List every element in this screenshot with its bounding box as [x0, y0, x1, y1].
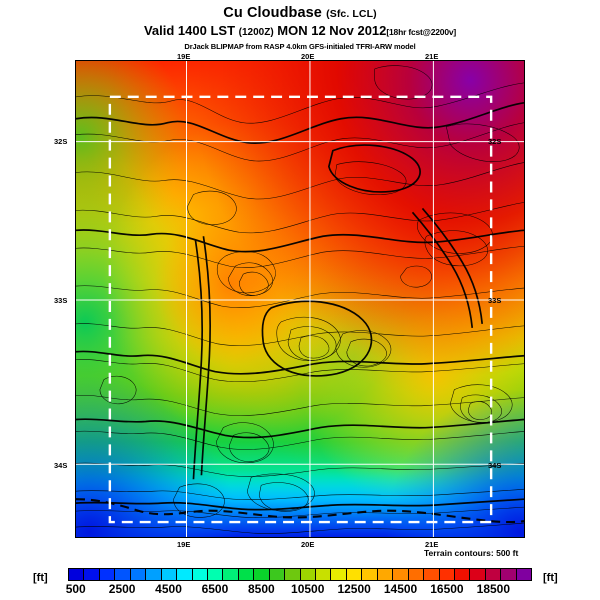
colorbar-swatch-14[interactable]	[285, 569, 301, 580]
colorbar-swatch-21[interactable]	[393, 569, 409, 580]
lon-label-20E-bottom: 20E	[301, 540, 315, 549]
colorbar-swatch-7[interactable]	[177, 569, 193, 580]
colorbar-tick-8500: 8500	[247, 582, 275, 596]
page-title: Cu Cloudbase (Sfc. LCL)	[0, 0, 600, 23]
lat-label-34S-left: 34S	[54, 461, 68, 470]
colorbar-swatch-3[interactable]	[115, 569, 131, 580]
lat-label-33S-left: 33S	[54, 296, 68, 305]
colorbar-swatch-12[interactable]	[254, 569, 270, 580]
domain-box	[108, 95, 493, 524]
lon-label-21E-top: 21E	[425, 52, 439, 61]
colorbar-swatch-11[interactable]	[238, 569, 255, 580]
colorbar-swatch-16[interactable]	[316, 569, 332, 580]
colorbar-tick-16500: 16500	[430, 582, 464, 596]
colorbar-swatch-17[interactable]	[331, 569, 347, 580]
colorbar-tick-18500: 18500	[476, 582, 511, 596]
cloudbase-field-svg	[76, 61, 524, 537]
lon-label-21E-bottom: 21E	[425, 540, 439, 549]
graticule	[76, 61, 524, 537]
colorbar-swatch-28[interactable]	[501, 569, 517, 580]
colorbar-swatch-18[interactable]	[346, 569, 363, 580]
colorbar-swatches[interactable]	[68, 568, 532, 581]
lon-label-19E-top: 19E	[177, 52, 191, 61]
valid-local-time: Valid 1400 LST	[143, 23, 236, 38]
colorbar-tick-6500: 6500	[201, 582, 229, 596]
title-main: Cu Cloudbase	[223, 5, 322, 21]
colorbar-tick-14500: 14500	[383, 582, 418, 596]
colorbar-swatch-26[interactable]	[470, 569, 486, 580]
colorbar-swatch-9[interactable]	[207, 569, 224, 580]
colorbar-swatch-5[interactable]	[146, 569, 162, 580]
colorbar-swatch-20[interactable]	[377, 569, 394, 580]
contour-lines-thin	[76, 65, 524, 534]
contour-lines-bold	[76, 101, 524, 511]
colorbar-swatch-13[interactable]	[269, 569, 286, 580]
colorbar-swatch-0[interactable]	[69, 569, 85, 580]
colorbar-swatch-10[interactable]	[223, 569, 239, 580]
lat-label-32S-right: 32S	[488, 137, 502, 146]
valid-utc-time: (1200Z)	[238, 27, 274, 38]
colorbar-tick-12500: 12500	[337, 582, 371, 596]
colorbar-swatch-22[interactable]	[408, 569, 425, 580]
colorbar-swatch-15[interactable]	[300, 569, 316, 580]
lat-label-33S-right: 33S	[488, 296, 502, 305]
colorbar-swatch-4[interactable]	[130, 569, 147, 580]
colorbar-swatch-24[interactable]	[439, 569, 455, 580]
valid-time-line: Valid 1400 LST (1200Z) MON 12 Nov 2012[1…	[0, 23, 600, 41]
colorbar-unit-left: [ft]	[33, 572, 48, 584]
colorbar-tick-4500: 4500	[155, 582, 182, 596]
colorbar-tick-2500: 2500	[108, 582, 136, 596]
colorbar[interactable]: [ft] [ft] 500 2500 4500 6500 8500 10500 12500 1…	[0, 560, 600, 600]
colorbar-swatch-8[interactable]	[192, 569, 208, 580]
lat-label-34S-right: 34S	[488, 461, 502, 470]
title-sub: (Sfc. LCL)	[326, 8, 377, 20]
coastline	[76, 498, 524, 524]
colorbar-swatch-6[interactable]	[161, 569, 178, 580]
title-block: Cu Cloudbase (Sfc. LCL) Valid 1400 LST (…	[0, 0, 600, 52]
model-source-line: DrJack BLIPMAP from RASP 4.0km GFS-initi…	[184, 42, 416, 51]
field-layer	[76, 61, 524, 537]
colorbar-swatch-29[interactable]	[516, 569, 532, 580]
forecast-hour-badge: [18hr fcst@2200v]	[386, 27, 457, 37]
colorbar-swatch-23[interactable]	[424, 569, 440, 580]
colorbar-swatch-2[interactable]	[99, 569, 116, 580]
lon-label-19E-bottom: 19E	[177, 540, 191, 549]
valid-date: MON 12 Nov 2012	[277, 23, 387, 38]
colorbar-tick-500: 500	[65, 582, 86, 596]
colorbar-unit-right: [ft]	[543, 572, 558, 584]
colorbar-swatch-25[interactable]	[454, 569, 471, 580]
colorbar-tick-10500: 10500	[291, 582, 325, 596]
lat-label-32S-left: 32S	[54, 137, 68, 146]
terrain-contour-note: Terrain contours: 500 ft	[424, 548, 519, 558]
map-panel[interactable]: 19E 20E 21E 19E 20E 21E 32S 33S 34S 32S …	[54, 52, 525, 549]
lon-label-20E-top: 20E	[301, 52, 315, 61]
colorbar-swatch-27[interactable]	[485, 569, 502, 580]
colorbar-swatch-1[interactable]	[84, 569, 100, 580]
colorbar-swatch-19[interactable]	[362, 569, 378, 580]
